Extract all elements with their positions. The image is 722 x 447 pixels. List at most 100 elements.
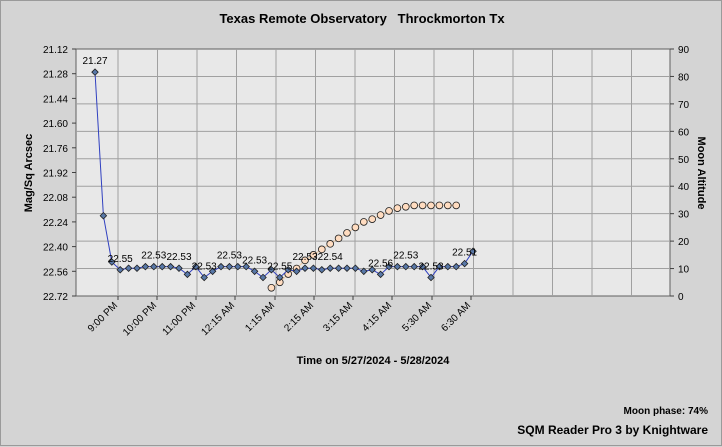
sky-brightness-point: [284, 265, 292, 274]
sky-brightness-point: [309, 264, 318, 272]
x-tick-label: 3:15 AM: [321, 300, 355, 334]
moon-altitude-series: [267, 201, 461, 292]
y-tick-label: 22.72: [43, 292, 68, 303]
y2-tick-label: 40: [678, 182, 690, 193]
sky-brightness-point: [225, 262, 234, 271]
y-tick-label: 21.76: [43, 144, 68, 155]
sky-brightness-point: [418, 262, 427, 271]
x-tick-label: 1:15 AM: [243, 300, 277, 334]
y2-tick-label: 50: [678, 155, 690, 166]
sky-brightness-point: [444, 262, 452, 271]
y-tick-label: 22.40: [43, 243, 68, 254]
moon-altitude-point: [410, 201, 419, 210]
sky-brightness-point: [208, 267, 217, 276]
sky-brightness-series: [91, 68, 477, 282]
y2-tick-label: 20: [678, 237, 690, 248]
sky-brightness-point: [250, 267, 259, 276]
moon-altitude-point: [351, 223, 360, 232]
sky-brightness-line: [94, 72, 474, 279]
moon-altitude-point: [368, 215, 377, 223]
moon-phase-label: Moon phase: 74%: [624, 406, 709, 417]
moon-altitude-point: [376, 211, 385, 219]
chart-title: Texas Remote Observatory Throckmorton Tx: [219, 11, 505, 26]
sky-brightness-point: [435, 262, 444, 271]
y-tick-label: 21.44: [43, 94, 68, 105]
sky-brightness-point: [200, 273, 208, 282]
sky-brightness-point: [276, 273, 284, 282]
sky-brightness-point: [385, 262, 393, 271]
moon-altitude-point: [301, 256, 309, 265]
y2-axis-ticks: 0 10 20 30 40 50 60 70 80 90: [670, 45, 690, 303]
y-tick-label: 21.92: [43, 169, 68, 180]
plot-area: [75, 48, 671, 297]
y-axis-ticks: 21.12 21.28 21.44 21.60 21.76 21.92 22.08 22.24…: [43, 45, 76, 303]
sky-brightness-point: [150, 262, 158, 271]
grid-lines: [76, 49, 670, 296]
y-axis-title: Mag/Sq Arcsec: [23, 134, 35, 212]
sky-brightness-point: [99, 211, 108, 220]
sky-brightness-point: [376, 270, 385, 279]
moon-altitude-point: [267, 283, 276, 292]
data-label: 22.53: [292, 252, 317, 263]
y-tick-label: 22.56: [43, 267, 68, 278]
y-tick-label: 21.60: [43, 119, 68, 130]
sky-brightness-point: [259, 273, 267, 282]
y2-tick-label: 30: [678, 210, 690, 221]
data-label: 22.55: [267, 261, 292, 272]
x-tick-label: 5:30 AM: [400, 300, 434, 334]
data-label: 22.53: [192, 261, 217, 272]
data-label: 22.51: [452, 248, 477, 259]
data-label: 22.53: [393, 251, 418, 262]
sky-brightness-point: [343, 264, 351, 272]
moon-altitude-point: [343, 229, 351, 237]
data-label: 22.53: [418, 261, 443, 272]
x-axis-title: Time on 5/27/2024 - 5/28/2024: [297, 355, 451, 367]
y-tick-label: 22.08: [43, 193, 68, 204]
sky-brightness-point: [360, 267, 368, 276]
sky-brightness-point: [116, 265, 124, 274]
sky-brightness-point: [326, 264, 334, 272]
data-label: 22.53: [217, 251, 242, 262]
sky-brightness-point: [292, 267, 301, 276]
y2-tick-label: 90: [678, 45, 690, 56]
y2-tick-label: 10: [678, 265, 690, 276]
y2-tick-label: 0: [678, 292, 684, 303]
sky-brightness-point: [183, 270, 192, 279]
moon-altitude-point: [359, 218, 368, 226]
software-credit: SQM Reader Pro 3 by Knightware: [517, 423, 708, 437]
y2-axis-title: Moon Altitude: [695, 137, 707, 210]
sky-brightness-point: [410, 262, 418, 271]
sky-brightness-point: [234, 262, 242, 271]
moon-altitude-point: [317, 245, 326, 254]
sky-brightness-point: [192, 262, 200, 271]
sky-brightness-point: [267, 265, 276, 274]
moon-altitude-point: [401, 203, 410, 211]
sky-brightness-point: [133, 264, 141, 272]
sky-brightness-point: [427, 273, 435, 282]
sky-brightness-point: [452, 262, 460, 271]
x-tick-label: 10:00 PM: [121, 300, 159, 338]
moon-altitude-point: [309, 251, 318, 259]
sky-brightness-point: [124, 264, 133, 272]
sky-brightness-point: [141, 262, 150, 271]
sky-brightness-point: [301, 264, 309, 272]
y-tick-label: 22.24: [43, 218, 68, 229]
sky-brightness-point: [166, 262, 175, 271]
moon-altitude-point: [393, 204, 402, 212]
sky-brightness-point: [402, 262, 410, 271]
y2-tick-label: 70: [678, 100, 690, 111]
x-tick-label: 11:00 PM: [161, 300, 199, 338]
x-axis-ticks: 9:00 PM 10:00 PM 11:00 PM 12:15 AM 1:15 AM 2:…: [86, 296, 473, 338]
y2-tick-label: 80: [678, 72, 690, 83]
data-label: 22.53: [166, 252, 191, 263]
moon-altitude-point: [326, 240, 335, 248]
y-tick-label: 21.12: [43, 45, 68, 56]
data-label: 22.54: [318, 252, 343, 263]
data-label: 22.56: [368, 258, 393, 269]
sky-brightness-point: [318, 265, 326, 274]
sky-brightness-point: [334, 264, 343, 272]
sky-brightness-point: [393, 262, 402, 271]
